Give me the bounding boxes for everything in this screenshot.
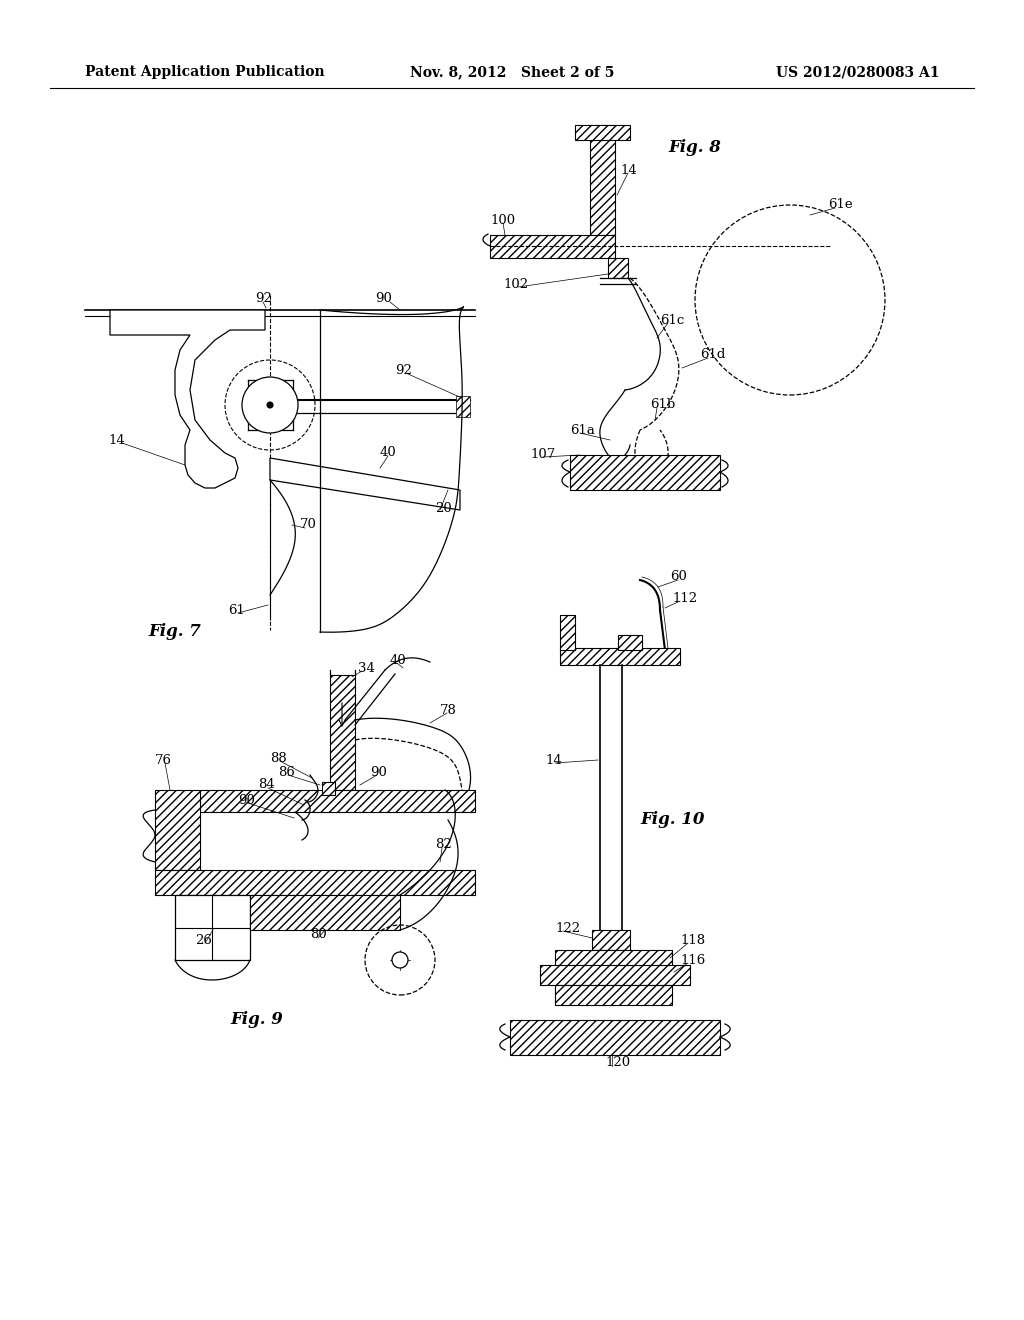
Polygon shape: [560, 615, 575, 649]
Polygon shape: [110, 310, 265, 488]
Polygon shape: [555, 950, 672, 972]
Text: 60: 60: [670, 570, 687, 583]
Polygon shape: [200, 789, 475, 812]
Circle shape: [242, 378, 298, 433]
Text: 40: 40: [390, 653, 407, 667]
Text: 90: 90: [375, 292, 392, 305]
Text: 92: 92: [395, 363, 412, 376]
Polygon shape: [590, 125, 615, 235]
Text: 78: 78: [440, 704, 457, 717]
Polygon shape: [560, 648, 680, 665]
Polygon shape: [592, 931, 630, 950]
Text: Nov. 8, 2012   Sheet 2 of 5: Nov. 8, 2012 Sheet 2 of 5: [410, 65, 614, 79]
Polygon shape: [175, 895, 250, 960]
Polygon shape: [250, 895, 400, 931]
Text: 14: 14: [620, 164, 637, 177]
Polygon shape: [155, 789, 200, 870]
Text: 40: 40: [380, 446, 396, 458]
Text: 84: 84: [258, 779, 274, 792]
Text: 88: 88: [270, 751, 287, 764]
Polygon shape: [456, 396, 470, 417]
Text: 90: 90: [238, 793, 255, 807]
Text: 61e: 61e: [828, 198, 853, 211]
Polygon shape: [490, 235, 615, 257]
Text: 112: 112: [672, 591, 697, 605]
Text: 90: 90: [370, 766, 387, 779]
Text: 80: 80: [310, 928, 327, 941]
Text: 118: 118: [680, 933, 706, 946]
Polygon shape: [510, 1020, 720, 1055]
Text: 76: 76: [155, 754, 172, 767]
Text: 116: 116: [680, 953, 706, 966]
Text: 120: 120: [605, 1056, 630, 1069]
Text: Fig. 7: Fig. 7: [148, 623, 201, 640]
Polygon shape: [155, 870, 475, 895]
Text: 92: 92: [255, 292, 272, 305]
Polygon shape: [555, 985, 672, 1005]
Text: 26: 26: [195, 933, 212, 946]
Circle shape: [392, 952, 408, 968]
Polygon shape: [575, 125, 630, 140]
Circle shape: [267, 403, 273, 408]
Text: 61c: 61c: [660, 314, 684, 326]
Polygon shape: [608, 257, 628, 279]
Text: 14: 14: [545, 754, 562, 767]
Text: 70: 70: [300, 519, 316, 532]
Text: Fig. 9: Fig. 9: [230, 1011, 283, 1028]
Text: Fig. 8: Fig. 8: [668, 140, 721, 157]
Text: 61d: 61d: [700, 348, 725, 362]
Text: 61b: 61b: [650, 399, 675, 412]
Polygon shape: [618, 635, 642, 649]
Text: Fig. 10: Fig. 10: [640, 812, 705, 829]
Polygon shape: [270, 458, 460, 510]
Text: 107: 107: [530, 449, 555, 462]
Text: 61: 61: [228, 603, 245, 616]
Polygon shape: [330, 675, 355, 789]
Polygon shape: [540, 965, 690, 985]
Text: 100: 100: [490, 214, 515, 227]
Polygon shape: [322, 781, 335, 795]
Text: Patent Application Publication: Patent Application Publication: [85, 65, 325, 79]
Text: US 2012/0280083 A1: US 2012/0280083 A1: [776, 65, 940, 79]
Polygon shape: [570, 455, 720, 490]
Text: 86: 86: [278, 766, 295, 779]
Text: 14: 14: [108, 433, 125, 446]
Text: 20: 20: [435, 502, 452, 515]
Text: 34: 34: [358, 661, 375, 675]
Text: 82: 82: [435, 838, 452, 851]
Text: 61a: 61a: [570, 424, 595, 437]
Text: 102: 102: [503, 279, 528, 292]
Text: 122: 122: [555, 921, 581, 935]
